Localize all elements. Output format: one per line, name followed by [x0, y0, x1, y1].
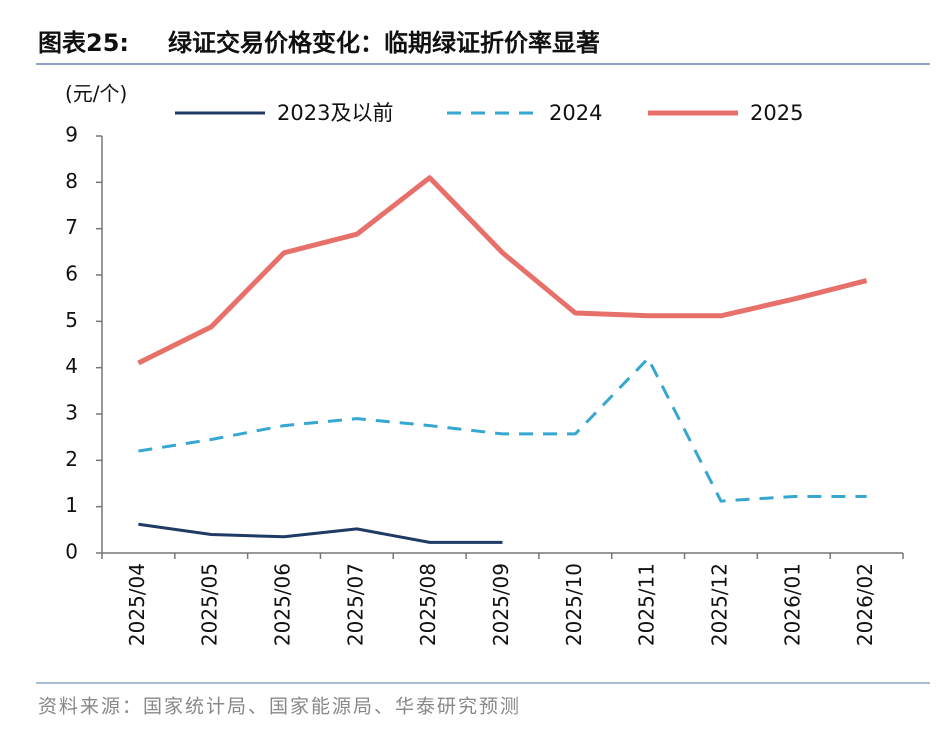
- y-tick-label: 7: [65, 215, 78, 239]
- series-line: [137, 175, 868, 366]
- source-note: 资料来源：国家统计局、国家能源局、华泰研究预测: [38, 696, 521, 718]
- x-tick-label: 2025/11: [635, 563, 659, 646]
- x-tick-label: 2025/04: [125, 563, 149, 646]
- legend-label: 2024: [549, 101, 602, 125]
- y-tick-label: 3: [65, 401, 78, 425]
- series-line: [138, 356, 867, 503]
- x-tick-label: 2025/05: [198, 563, 222, 646]
- y-tick-label: 4: [65, 354, 78, 378]
- x-tick-label: 2025/10: [562, 563, 586, 646]
- x-tick-label: 2025/08: [416, 563, 440, 646]
- y-tick-label: 8: [65, 169, 78, 193]
- x-tick-label: 2026/01: [780, 563, 804, 646]
- y-tick-label: 1: [65, 493, 78, 517]
- y-tick-label: 9: [65, 123, 78, 147]
- figure-label: 图表25:: [38, 29, 129, 57]
- y-tick-label: 0: [65, 540, 78, 564]
- x-tick-label: 2025/12: [707, 563, 731, 646]
- x-tick-label: 2025/07: [343, 563, 367, 646]
- chart-title: 绿证交易价格变化：临期绿证折价率显著: [168, 29, 600, 57]
- y-tick-label: 2: [65, 447, 78, 471]
- y-axis-label: (元/个): [65, 82, 127, 106]
- x-tick-label: 2026/02: [853, 563, 877, 646]
- y-tick-label: 6: [65, 262, 78, 286]
- y-tick-label: 5: [65, 308, 78, 332]
- legend-label: 2025: [750, 101, 803, 125]
- series-line: [138, 522, 503, 544]
- x-tick-label: 2025/09: [489, 563, 513, 646]
- x-tick-label: 2025/06: [271, 563, 295, 646]
- legend-label: 2023及以前: [277, 101, 393, 125]
